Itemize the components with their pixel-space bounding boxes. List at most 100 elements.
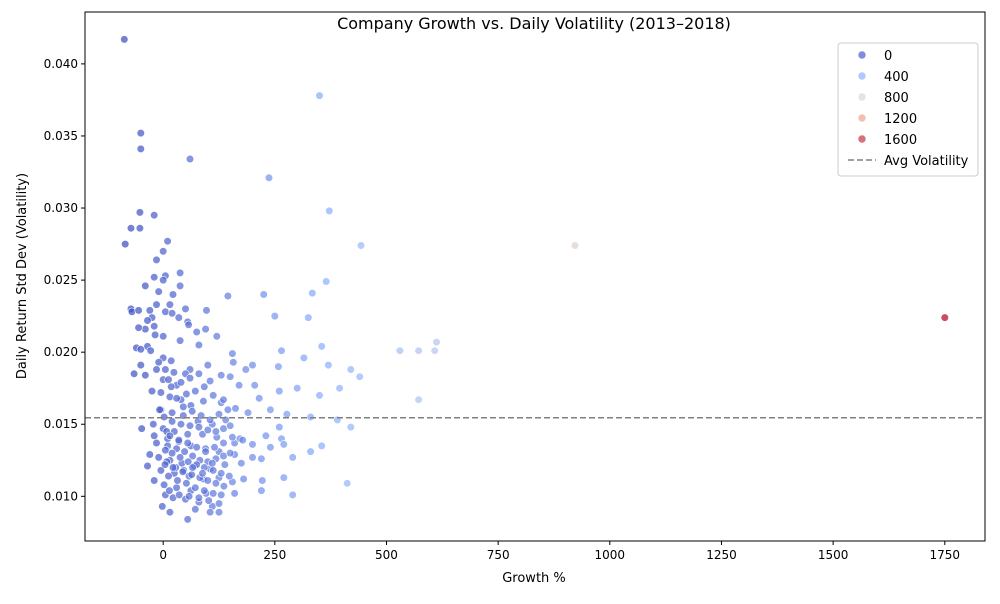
legend: 0 400 800 1200 1600 Avg Volatility [837,42,979,177]
data-point [179,402,188,412]
data-point [141,281,150,291]
data-point [150,431,159,440]
data-point [226,372,235,381]
data-point [206,508,215,517]
data-point [152,255,161,265]
data-point [202,306,211,315]
data-point [230,489,239,498]
data-point [570,241,580,250]
x-axis-label: Growth % [502,571,566,586]
data-point [308,289,317,298]
data-point [172,394,181,403]
data-point [191,505,200,514]
data-point [231,404,240,413]
data-point [220,460,229,469]
data-point [152,365,161,374]
data-point [228,433,237,442]
data-point [121,240,130,249]
data-point [210,443,219,452]
data-point [188,407,197,416]
data-point [176,281,185,291]
data-point [219,451,228,461]
data-point [282,410,292,419]
data-point [188,451,197,461]
legend-label: 400 [884,70,909,85]
data-point [299,353,309,363]
data-point [255,394,264,403]
data-point [136,144,145,153]
data-point [238,436,247,445]
data-point [346,423,355,432]
data-point [432,338,441,347]
data-point [217,469,226,478]
legend-swatch [857,71,867,81]
data-point [217,490,226,500]
data-point [355,372,364,381]
data-point [209,391,218,400]
data-point [172,483,181,492]
data-point [259,290,268,299]
data-point [154,287,163,296]
data-point [126,224,136,233]
x-tick-label: 0 [159,548,167,562]
data-point [160,460,170,469]
data-point [279,473,288,482]
data-point [155,405,164,414]
data-point [194,493,203,502]
data-point [395,346,405,355]
data-point [176,378,186,387]
data-point [250,381,259,390]
data-point [134,323,143,332]
data-point [165,392,174,402]
data-point [167,382,176,391]
data-point [160,412,169,422]
x-tick-label: 1000 [595,548,626,562]
data-point [279,440,288,449]
data-point [198,430,207,439]
data-point [164,375,173,384]
data-point [152,300,161,309]
data-point [315,91,324,100]
data-point [158,502,167,511]
data-point [214,410,224,419]
legend-label: 1200 [884,112,917,127]
data-point [199,397,208,406]
points-layer [120,35,949,524]
data-point [270,312,279,321]
data-point [219,424,228,433]
data-point [261,431,271,440]
data-point [173,476,182,485]
data-point [149,420,158,429]
data-point [141,325,150,334]
y-tick-label: 0.020 [44,345,78,359]
data-point [198,469,207,478]
data-point [135,208,144,217]
data-point [176,336,185,345]
data-point [137,424,146,433]
data-point [275,387,284,396]
data-point [150,211,159,220]
data-point [248,440,257,449]
data-point [219,482,228,491]
data-point [288,453,297,462]
legend-items: 0 400 800 1200 1600 [857,49,917,148]
data-point [264,173,274,182]
legend-swatch [857,134,867,144]
data-point [274,362,283,371]
data-point [183,515,192,524]
data-point [175,490,184,500]
data-point [168,408,177,417]
data-point [163,237,172,246]
data-point [239,474,248,484]
data-point [214,508,224,517]
data-point [243,408,253,417]
data-point [206,376,215,386]
y-tick-label: 0.030 [44,201,78,215]
x-tick-label: 500 [375,548,398,562]
data-point [343,479,352,488]
data-point [147,387,157,396]
data-point [335,384,344,393]
data-point [156,466,165,475]
legend-avg-label: Avg Volatility [884,154,969,169]
